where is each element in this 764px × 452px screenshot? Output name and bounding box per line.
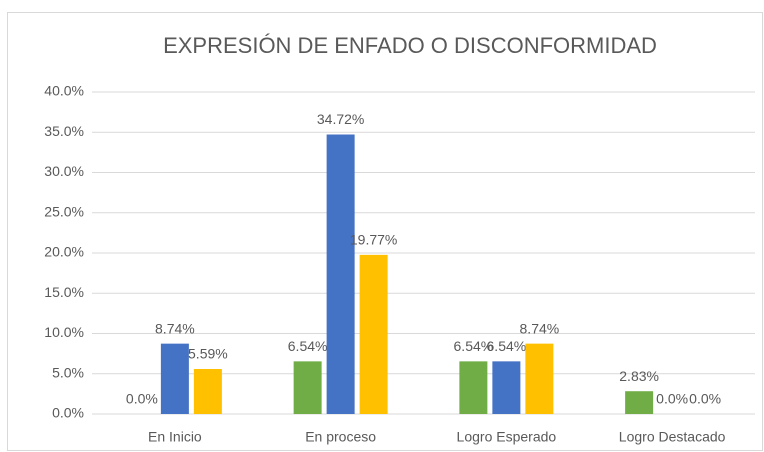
y-tick-label: 10.0% <box>44 324 84 340</box>
data-label: 6.54% <box>288 338 328 354</box>
x-tick-label: Logro Esperado <box>457 429 557 445</box>
data-label: 6.54% <box>487 338 527 354</box>
data-label: 0.0% <box>126 391 158 407</box>
data-label: 5.59% <box>188 346 228 362</box>
y-tick-label: 5.0% <box>52 364 84 380</box>
data-label: 19.77% <box>350 232 397 248</box>
data-label: 0.0% <box>689 391 721 407</box>
y-tick-label: 25.0% <box>44 203 84 219</box>
y-tick-label: 35.0% <box>44 123 84 139</box>
bar <box>625 391 654 414</box>
data-label: 8.74% <box>155 320 195 336</box>
y-tick-label: 40.0% <box>44 83 84 99</box>
y-tick-label: 30.0% <box>44 163 84 179</box>
y-tick-label: 0.0% <box>52 405 84 421</box>
bar <box>359 254 388 414</box>
bar <box>193 369 222 414</box>
y-tick-label: 15.0% <box>44 284 84 300</box>
data-label: 34.72% <box>317 111 364 127</box>
bar <box>492 361 521 414</box>
bar <box>160 343 189 414</box>
chart-title: EXPRESIÓN DE ENFADO O DISCONFORMIDAD <box>163 33 657 58</box>
data-label: 2.83% <box>619 368 659 384</box>
bar <box>326 134 355 414</box>
data-label: 0.0% <box>656 391 688 407</box>
bar <box>293 361 322 414</box>
bar <box>525 343 554 414</box>
y-tick-label: 20.0% <box>44 244 84 260</box>
data-label: 6.54% <box>454 338 494 354</box>
data-label: 8.74% <box>520 320 560 336</box>
x-tick-label: En Inicio <box>148 429 202 445</box>
bar <box>459 361 488 414</box>
x-tick-label: Logro Destacado <box>619 429 726 445</box>
x-tick-label: En proceso <box>305 429 376 445</box>
